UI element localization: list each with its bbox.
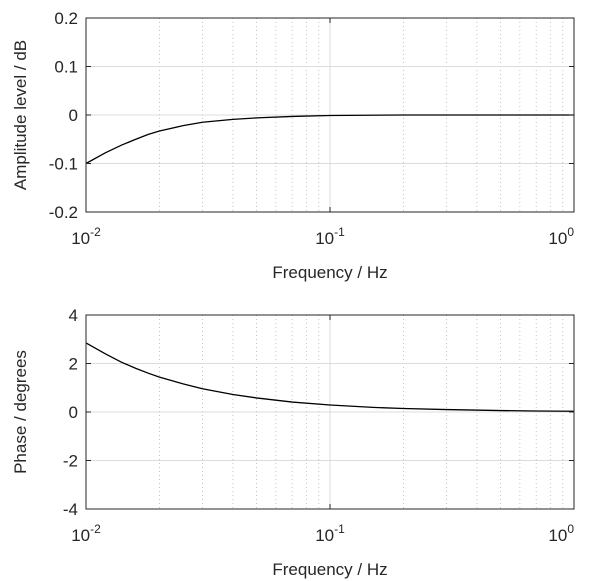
amplitude-ytick-label: 0 xyxy=(69,106,78,125)
amplitude-xtick-label: 10-1 xyxy=(315,225,345,248)
amplitude-panel: 0.2 0.1 0 -0.1 -0.2 10-2 10-1 100 Frequency / Hz… xyxy=(11,9,575,282)
amplitude-xaxis-label: Frequency / Hz xyxy=(272,263,387,282)
amplitude-ytick-label: -0.2 xyxy=(49,203,78,222)
phase-ytick-label: 2 xyxy=(69,355,78,374)
phase-ytick-label: -4 xyxy=(63,500,78,519)
phase-xtick-label: 10-1 xyxy=(315,522,345,545)
phase-xtick-label: 10-2 xyxy=(71,522,101,545)
amplitude-ytick-label: 0.1 xyxy=(54,58,78,77)
amplitude-ytick-label: -0.1 xyxy=(49,155,78,174)
phase-ytick-label: -2 xyxy=(63,452,78,471)
amplitude-xtick-label: 100 xyxy=(548,225,574,248)
phase-xtick-label: 100 xyxy=(548,522,574,545)
amplitude-ytick-label: 0.2 xyxy=(54,9,78,28)
phase-xaxis-label: Frequency / Hz xyxy=(272,560,387,579)
amplitude-yaxis-label: Amplitude level / dB xyxy=(11,40,30,190)
phase-ytick-label: 0 xyxy=(69,403,78,422)
phase-yaxis-label: Phase / degrees xyxy=(11,350,30,474)
phase-panel: 4 2 0 -2 -4 10-2 10-1 100 Frequency / Hz Phase / … xyxy=(11,306,575,579)
amplitude-xtick-label: 10-2 xyxy=(71,225,101,248)
phase-series-line-0 xyxy=(85,342,575,412)
amplitude-series-line-0 xyxy=(85,114,574,165)
phase-ytick-label: 4 xyxy=(69,306,78,325)
